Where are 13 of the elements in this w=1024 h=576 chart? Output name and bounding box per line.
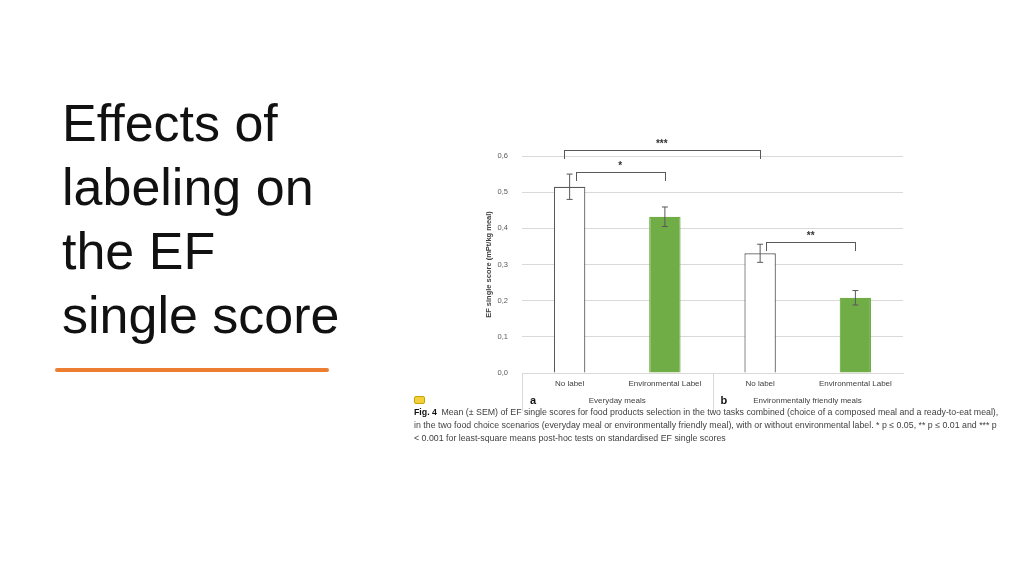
x-tick-label: Environmental Label	[628, 379, 702, 388]
text: b	[720, 394, 728, 406]
text: ***	[655, 138, 668, 150]
x-tick-label: No label	[745, 379, 776, 388]
x-tick-label: Environmental Label	[818, 379, 893, 388]
annotation: *	[618, 160, 623, 172]
text: Environmentally friendly meals	[753, 396, 862, 405]
annotation: **	[806, 230, 815, 242]
text: a	[530, 394, 537, 406]
x-tick-label: No label	[554, 379, 585, 388]
caption: Fig. 4	[414, 407, 437, 417]
text: Effects of labeling on the EF single score	[62, 93, 341, 346]
text: Everyday meals	[588, 396, 646, 405]
